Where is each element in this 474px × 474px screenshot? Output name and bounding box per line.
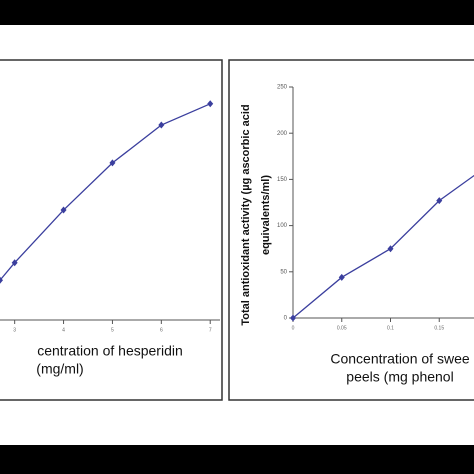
x-tick-label: 6	[160, 327, 163, 333]
x-tick-label: 0	[292, 325, 295, 331]
panel-frame	[228, 59, 474, 401]
x-tick-label: 0.05	[337, 325, 347, 331]
y-tick-label: 200	[277, 131, 288, 137]
x-axis-label: (mg/ml)	[36, 361, 83, 377]
data-point	[0, 276, 3, 284]
x-tick-label: 4	[62, 327, 65, 333]
chart-left: 3 4 5 6 7 centration of hesperidin (mg/ml)	[0, 100, 220, 377]
x-axis-label: centration of hesperidin	[37, 343, 183, 359]
y-tick-label: 150	[277, 177, 288, 183]
data-point	[207, 100, 214, 108]
data-point	[109, 159, 116, 167]
chart-right: 0 0.05 0.1 0.15 0 50 100 150 200 250 Concentration…	[240, 85, 474, 385]
x-tick-label: 0.1	[387, 325, 394, 331]
data-point	[387, 245, 394, 253]
y-axis-label: equivalents/ml)	[260, 175, 272, 255]
data-point	[158, 121, 165, 129]
data-line	[0, 103, 211, 281]
x-tick-label: 3	[13, 327, 16, 333]
y-tick-label: 250	[277, 85, 288, 91]
x-tick-label: 7	[209, 327, 212, 333]
y-axis-label: Total antioxidant activity (µg ascorbic …	[240, 104, 252, 325]
panel-frame	[0, 59, 223, 401]
data-point	[290, 314, 296, 322]
x-axis-label: peels (mg phenol	[346, 369, 453, 385]
y-tick-label: 50	[280, 269, 287, 275]
data-point	[436, 197, 443, 205]
data-point	[11, 259, 18, 267]
bottom-bar	[0, 445, 474, 474]
y-tick-label: 0	[284, 316, 288, 322]
x-tick-label: 0.15	[434, 325, 444, 331]
top-bar	[0, 0, 474, 25]
data-point	[338, 273, 345, 281]
data-point	[60, 206, 67, 214]
x-axis-label: Concentration of swee	[330, 351, 470, 367]
x-tick-label: 5	[111, 327, 114, 333]
y-tick-label: 100	[277, 223, 288, 229]
